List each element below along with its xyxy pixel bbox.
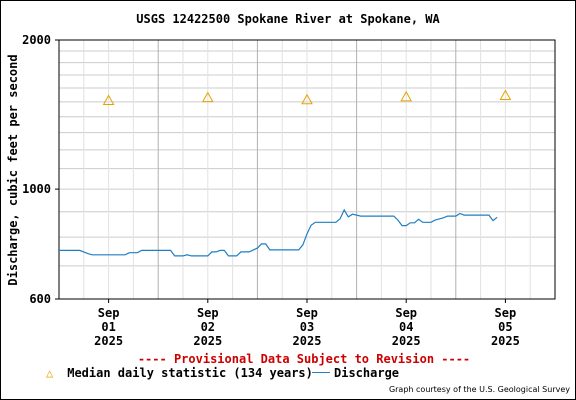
legend-discharge: Discharge (312, 366, 399, 380)
x-tick-label: 05 (498, 320, 512, 334)
x-tick-label: Sep (98, 306, 120, 320)
x-tick-label: 02 (201, 320, 215, 334)
x-tick-label: Sep (296, 306, 318, 320)
legend-discharge-label: Discharge (334, 366, 400, 380)
credit-text: Graph courtesy of the U.S. Geological Su… (388, 385, 570, 394)
provisional-notice: ---- Provisional Data Subject to Revisio… (137, 352, 471, 366)
x-tick-label: 04 (399, 320, 413, 334)
median-point (499, 89, 512, 101)
x-tick-label: Sep (197, 306, 219, 320)
line-swatch-icon (312, 372, 330, 373)
x-tick-label: 01 (101, 320, 115, 334)
x-tick-label: 03 (300, 320, 314, 334)
median-point (102, 94, 115, 105)
x-tick-label: 2025 (293, 334, 322, 348)
x-tick-label: Sep (395, 306, 417, 320)
triangle-icon: △ (46, 366, 54, 380)
y-tick-label: 2000 (22, 33, 51, 47)
legend-median-label: Median daily statistic (134 years) (67, 366, 313, 380)
median-point (301, 93, 313, 105)
x-tick-label: 2025 (392, 334, 421, 348)
median-point (201, 91, 214, 103)
discharge-series-line (59, 208, 498, 257)
x-tick-label: 2025 (193, 334, 222, 348)
x-tick-label: 2025 (491, 334, 520, 348)
y-tick-label: 600 (29, 292, 51, 306)
chart-title: USGS 12422500 Spokane River at Spokane, … (136, 12, 440, 26)
median-point (400, 90, 413, 102)
y-tick-label: 1000 (22, 182, 51, 196)
legend-median: △ Median daily statistic (134 years) (46, 366, 313, 380)
x-tick-label: 2025 (94, 334, 123, 348)
x-tick-label: Sep (495, 306, 517, 320)
